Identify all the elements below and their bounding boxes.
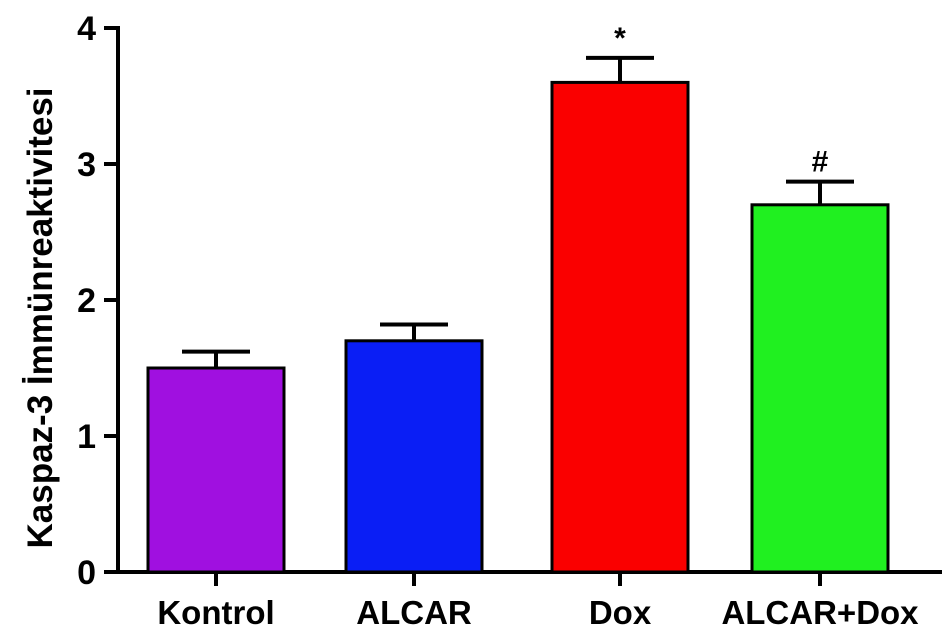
bars bbox=[146, 55, 890, 574]
significance-marker-2: * bbox=[614, 22, 626, 55]
x-category-label-2: Dox bbox=[589, 594, 652, 631]
bar-3 bbox=[750, 203, 890, 574]
y-tick-label-2: 2 bbox=[77, 282, 96, 320]
x-category-label-1: ALCAR bbox=[356, 594, 472, 631]
y-tick-label-4: 4 bbox=[77, 10, 96, 48]
y-tick-label-0: 0 bbox=[77, 554, 96, 592]
bar-0 bbox=[146, 366, 286, 574]
y-axis-title: Kaspaz-3 İmmünreaktivitesi bbox=[21, 87, 60, 548]
significance-marker-3: # bbox=[812, 146, 829, 179]
y-tick-label-3: 3 bbox=[77, 146, 96, 184]
bar-2 bbox=[550, 80, 690, 574]
x-category-label-0: Kontrol bbox=[157, 594, 274, 631]
x-category-label-3: ALCAR+Dox bbox=[721, 594, 919, 631]
y-tick-label-1: 1 bbox=[77, 418, 96, 456]
labels: * #0 1 2 3 4 Kontrol ALCAR Dox ALCAR+Dox bbox=[77, 10, 919, 631]
bar-1 bbox=[344, 339, 484, 574]
